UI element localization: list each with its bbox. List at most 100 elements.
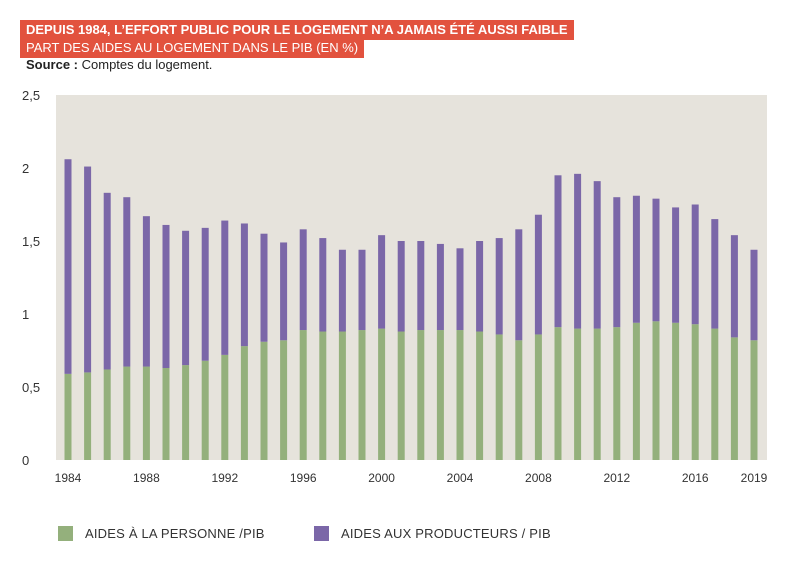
x-tick-label: 2016 [682, 471, 709, 485]
bar-aides-personne [534, 334, 542, 460]
bar-aides-producteurs [280, 242, 288, 341]
bar-aides-producteurs [338, 249, 346, 332]
x-tick-label: 2012 [603, 471, 630, 485]
bar-aides-producteurs [691, 204, 699, 325]
bar-aides-personne [378, 328, 386, 460]
bar-aides-personne [142, 366, 150, 460]
y-tick-label: 1 [22, 307, 29, 322]
bar-aides-producteurs [103, 192, 111, 370]
bar-aides-producteurs [730, 235, 738, 338]
bar-aides-personne [632, 322, 640, 460]
bar-aides-personne [456, 330, 464, 460]
bar-aides-personne [64, 373, 72, 460]
bar-aides-producteurs [632, 195, 640, 323]
x-tick-label: 2004 [447, 471, 474, 485]
bar-aides-personne [240, 346, 248, 460]
bar-aides-producteurs [613, 197, 621, 328]
bar-aides-personne [436, 330, 444, 460]
bar-aides-producteurs [182, 230, 190, 366]
legend-item-series-1: AIDES À LA PERSONNE /PIB [58, 526, 265, 541]
legend-swatch-series-2 [314, 526, 329, 541]
bar-aides-personne [515, 340, 523, 460]
x-tick-label: 1984 [55, 471, 82, 485]
plot-area [56, 95, 767, 460]
bar-aides-producteurs [319, 238, 327, 332]
bar-aides-personne [711, 328, 719, 460]
bar-aides-producteurs [397, 241, 405, 332]
legend-item-series-2: AIDES AUX PRODUCTEURS / PIB [314, 526, 551, 541]
bar-aides-personne [476, 331, 484, 460]
bar-aides-producteurs [64, 159, 72, 374]
bar-aides-producteurs [456, 248, 464, 331]
bar-aides-producteurs [221, 220, 229, 355]
bar-aides-producteurs [378, 235, 386, 329]
stacked-bar-chart: 0 0,5 1 1,5 2 2,5 1984 1988 1992 1996 2000 2004 2008… [22, 88, 768, 485]
bar-aides-personne [123, 366, 131, 460]
bar-aides-personne [691, 324, 699, 460]
x-tick-label: 1988 [133, 471, 160, 485]
bar-aides-producteurs [534, 214, 542, 335]
bar-aides-producteurs [436, 243, 444, 331]
bar-aides-personne [495, 334, 503, 460]
bar-aides-personne [201, 360, 209, 460]
bar-aides-personne [672, 322, 680, 460]
bar-aides-producteurs [515, 229, 523, 341]
legend-swatch-series-1 [58, 526, 73, 541]
bar-aides-producteurs [672, 207, 680, 323]
bar-aides-producteurs [201, 227, 209, 361]
bar-aides-personne [554, 327, 562, 460]
x-tick-label: 2019 [741, 471, 768, 485]
bar-aides-personne [593, 328, 601, 460]
bar-aides-producteurs [652, 198, 660, 322]
bar-aides-producteurs [84, 166, 92, 373]
chart-subtitle: PART DES AIDES AU LOGEMENT DANS LE PIB (… [20, 38, 365, 58]
bar-aides-personne [280, 340, 288, 460]
bar-aides-personne [182, 365, 190, 460]
bar-aides-producteurs [554, 175, 562, 328]
bar-aides-personne [221, 354, 229, 460]
bar-aides-producteurs [299, 229, 307, 331]
x-tick-label: 2008 [525, 471, 552, 485]
bar-aides-producteurs [711, 219, 719, 329]
y-tick-label: 2 [22, 161, 29, 176]
x-tick-label: 1996 [290, 471, 317, 485]
chart-title: DEPUIS 1984, L’EFFORT PUBLIC POUR LE LOG… [20, 20, 574, 40]
bar-aides-personne [299, 330, 307, 460]
chart-source: Source : Comptes du logement. [26, 57, 212, 72]
bar-aides-personne [260, 341, 268, 460]
bar-aides-producteurs [123, 197, 131, 367]
bar-aides-personne [397, 331, 405, 460]
y-tick-label: 1,5 [22, 234, 40, 249]
legend-label-series-1: AIDES À LA PERSONNE /PIB [85, 526, 265, 541]
bar-aides-personne [750, 340, 758, 460]
bar-aides-personne [417, 330, 425, 460]
bar-aides-personne [652, 321, 660, 460]
bar-aides-producteurs [574, 173, 582, 329]
bar-aides-personne [84, 372, 92, 460]
bar-aides-personne [103, 369, 111, 460]
legend-label-series-2: AIDES AUX PRODUCTEURS / PIB [341, 526, 551, 541]
bar-aides-producteurs [142, 216, 150, 367]
bar-aides-producteurs [417, 241, 425, 331]
bar-aides-personne [613, 327, 621, 460]
x-tick-label: 1992 [211, 471, 238, 485]
source-text: Comptes du logement. [78, 57, 213, 72]
bar-aides-producteurs [476, 241, 484, 332]
y-tick-label: 0,5 [22, 380, 40, 395]
bar-aides-producteurs [750, 249, 758, 341]
bar-aides-producteurs [240, 223, 248, 347]
y-tick-label: 0 [22, 453, 29, 468]
bar-aides-personne [319, 331, 327, 460]
bar-aides-personne [358, 330, 366, 460]
bar-aides-producteurs [593, 181, 601, 329]
bar-aides-producteurs [162, 224, 170, 369]
source-label: Source : [26, 57, 79, 72]
x-tick-label: 2000 [368, 471, 395, 485]
bar-aides-producteurs [358, 249, 366, 331]
y-tick-label: 2,5 [22, 88, 40, 103]
bar-aides-personne [162, 368, 170, 460]
bar-aides-producteurs [495, 238, 503, 335]
bar-aides-producteurs [260, 233, 268, 342]
bar-aides-personne [730, 337, 738, 460]
bar-aides-personne [574, 328, 582, 460]
